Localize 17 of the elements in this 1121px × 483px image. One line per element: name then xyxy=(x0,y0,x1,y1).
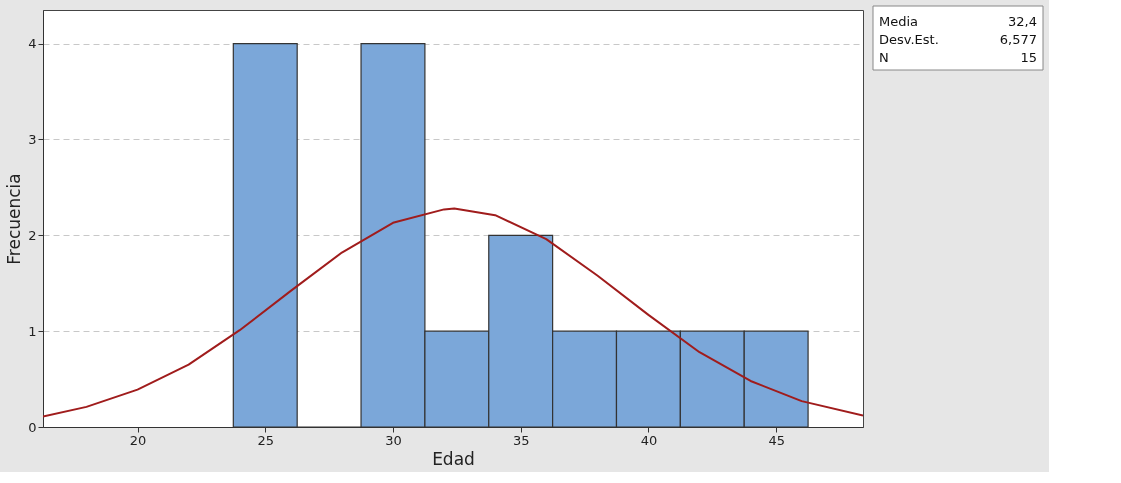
y-tick-label: 3 xyxy=(28,131,37,147)
x-axis-title: Edad xyxy=(432,448,475,469)
y-axis-title: Frecuencia xyxy=(4,173,25,265)
line-series xyxy=(43,207,863,418)
x-tick-label: 25 xyxy=(257,432,275,448)
x-tick-label: 35 xyxy=(512,432,530,448)
x-tick-label: 20 xyxy=(129,432,147,448)
y-tick-label: 4 xyxy=(28,36,37,52)
text: Desv.Est. 6,577 xyxy=(879,32,1037,47)
y-tick-label: 0 xyxy=(28,419,37,435)
x-tick-label: 40 xyxy=(640,432,658,448)
x-tick-label: 30 xyxy=(385,432,402,448)
x-tick-label: 45 xyxy=(768,432,785,448)
y-tick-label: 1 xyxy=(28,323,37,339)
text: Media 32,4 xyxy=(879,14,1037,29)
text: N 15 xyxy=(879,50,1037,65)
y-tick-label: 2 xyxy=(28,227,37,243)
